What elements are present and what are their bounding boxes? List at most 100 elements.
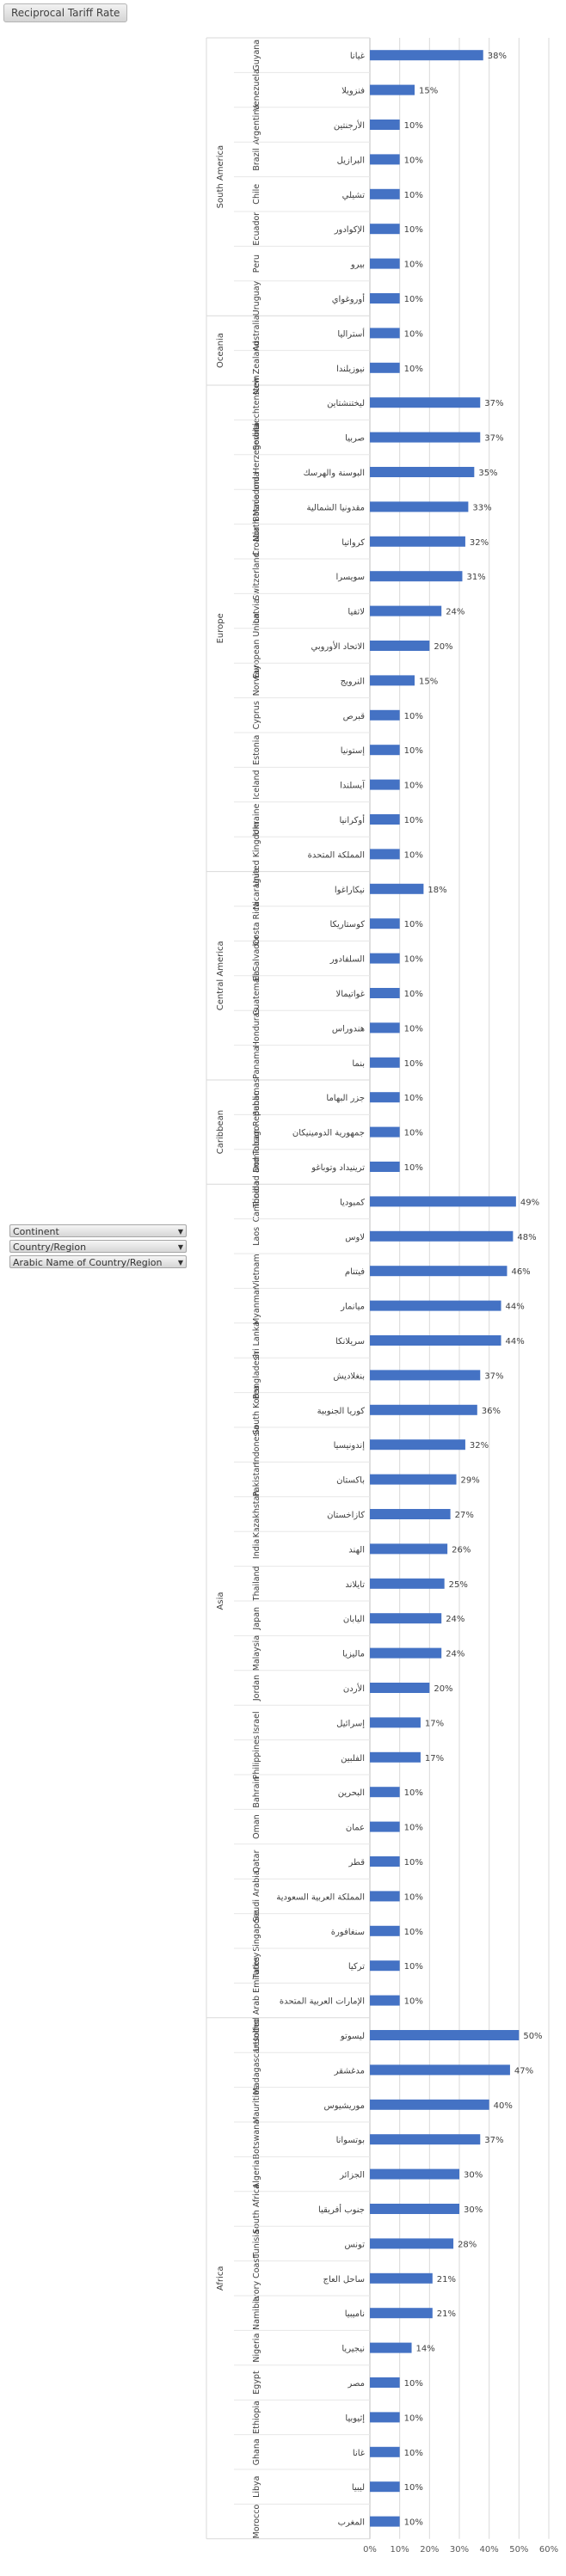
dropdown-arrow-icon[interactable]: ▼ bbox=[177, 1228, 183, 1236]
bar bbox=[370, 571, 463, 582]
arabic-name-label: المملكة المتحدة bbox=[308, 850, 365, 860]
arabic-name-label: الهند bbox=[348, 1545, 365, 1555]
arabic-name-field-button[interactable]: Arabic Name of Country/Region ▼ bbox=[9, 1255, 187, 1268]
arabic-name-label: كمبوديا bbox=[340, 1198, 365, 1207]
country-label: Lesotho bbox=[252, 2019, 261, 2051]
country-label: Kazakhstan bbox=[252, 1491, 261, 1538]
bar bbox=[370, 709, 400, 721]
bar bbox=[370, 1266, 508, 1277]
arabic-name-label: البوسنة والهرسك bbox=[303, 469, 365, 478]
country-label: Morocco bbox=[252, 2505, 261, 2539]
country-label: Serbia bbox=[252, 424, 261, 450]
arabic-name-label: فيتنام bbox=[345, 1267, 365, 1277]
country-label: Uruguay bbox=[252, 280, 261, 316]
bar bbox=[370, 1925, 400, 1936]
bar bbox=[370, 2446, 400, 2457]
arabic-name-label: تونس bbox=[345, 2240, 366, 2249]
data-label: 10% bbox=[404, 2518, 423, 2528]
data-label: 10% bbox=[404, 1962, 423, 1972]
country-label: Egypt bbox=[252, 2371, 261, 2395]
data-label: 10% bbox=[404, 920, 423, 929]
data-label: 20% bbox=[434, 642, 452, 652]
arabic-name-label: مصر bbox=[347, 2379, 365, 2389]
bar bbox=[370, 467, 475, 477]
arabic-name-label: لاتفيا bbox=[348, 608, 365, 617]
bar bbox=[370, 2204, 459, 2214]
bar bbox=[370, 1891, 400, 1902]
country-label: Madagascar bbox=[252, 2045, 261, 2095]
data-label: 48% bbox=[517, 1233, 536, 1242]
arabic-name-label: هندوراس bbox=[332, 1024, 365, 1033]
country-label: India bbox=[252, 1539, 261, 1559]
arabic-name-label: ساحل العاج bbox=[323, 2275, 365, 2285]
country-label: Liechtenstein bbox=[252, 375, 261, 430]
country-label: New Zealand bbox=[252, 341, 261, 395]
bar bbox=[370, 1404, 477, 1415]
bar bbox=[370, 641, 430, 651]
country-label: Thailand bbox=[252, 1566, 261, 1602]
bar bbox=[370, 2168, 459, 2180]
bar bbox=[370, 1856, 400, 1867]
continent-field-button[interactable]: Continent ▼ bbox=[9, 1224, 187, 1237]
bar bbox=[370, 1787, 400, 1798]
data-label: 25% bbox=[449, 1580, 468, 1590]
dropdown-arrow-icon[interactable]: ▼ bbox=[177, 1259, 183, 1267]
data-label: 15% bbox=[419, 677, 438, 686]
data-label: 40% bbox=[494, 2101, 513, 2111]
country-label: Indonesia bbox=[252, 1425, 261, 1464]
country-field-label: Country/Region bbox=[13, 1242, 87, 1253]
data-label: 10% bbox=[404, 2449, 423, 2458]
bar bbox=[370, 397, 481, 408]
arabic-name-label: سنغافورة bbox=[331, 1928, 365, 1937]
dropdown-arrow-icon[interactable]: ▼ bbox=[177, 1243, 183, 1251]
data-label: 10% bbox=[404, 1892, 423, 1902]
arabic-name-label: إثيوبيا bbox=[345, 2413, 365, 2423]
chart-title-button[interactable]: Reciprocal Tariff Rate bbox=[3, 3, 128, 22]
data-label: 31% bbox=[466, 573, 485, 582]
data-label: 14% bbox=[416, 2345, 435, 2354]
bar bbox=[370, 1162, 400, 1172]
data-label: 10% bbox=[404, 329, 423, 339]
data-label: 10% bbox=[404, 1788, 423, 1798]
bar bbox=[370, 883, 424, 894]
data-label: 10% bbox=[404, 261, 423, 270]
bar bbox=[370, 1613, 442, 1624]
country-label: Nicaragua bbox=[252, 868, 261, 910]
arabic-name-label: كوريا الجنوبية bbox=[317, 1407, 366, 1416]
country-label: Bosnia and Herzegovina bbox=[252, 422, 261, 521]
country-label: Ivory Coast bbox=[252, 2255, 261, 2302]
data-label: 24% bbox=[446, 608, 464, 617]
arabic-name-label: تايلاند bbox=[345, 1580, 365, 1590]
country-label: Botswana bbox=[252, 2119, 261, 2159]
arabic-name-label: ليسوتو bbox=[340, 2032, 365, 2041]
continent-field-label: Continent bbox=[13, 1226, 59, 1237]
arabic-name-label: أوكرانيا bbox=[339, 814, 365, 825]
country-label: Turkey bbox=[252, 1952, 261, 1979]
country-label: South Africa bbox=[252, 2184, 261, 2234]
arabic-name-label: الاتحاد الأوروبي bbox=[311, 641, 366, 652]
arabic-name-label: غيانا bbox=[350, 52, 365, 61]
arabic-name-label: سريلانكا bbox=[335, 1337, 365, 1346]
arabic-name-label: أوروغواي bbox=[332, 293, 365, 304]
arabic-name-label: بيرو bbox=[350, 261, 365, 270]
arabic-name-label: بوتسوانا bbox=[336, 2136, 365, 2145]
data-label: 21% bbox=[437, 2275, 456, 2285]
arabic-name-label: الفلبين bbox=[341, 1754, 365, 1763]
country-label: Pakistan bbox=[252, 1463, 261, 1497]
country-label: Algeria bbox=[252, 2160, 261, 2188]
bar bbox=[370, 1717, 421, 1728]
country-field-button[interactable]: Country/Region ▼ bbox=[9, 1240, 187, 1253]
data-label: 10% bbox=[404, 1094, 423, 1103]
arabic-name-label: ماليزيا bbox=[342, 1650, 365, 1659]
bar bbox=[370, 1439, 465, 1451]
arabic-name-field-label: Arabic Name of Country/Region bbox=[13, 1257, 163, 1268]
data-label: 17% bbox=[425, 1754, 444, 1763]
data-label: 10% bbox=[404, 782, 423, 791]
arabic-name-label: موريشيوس bbox=[324, 2101, 365, 2111]
country-label: European Union bbox=[252, 613, 261, 678]
arabic-name-label: السلفادور bbox=[329, 955, 365, 965]
data-label: 10% bbox=[404, 156, 423, 165]
country-label: Guatemala bbox=[252, 971, 261, 1015]
data-label: 10% bbox=[404, 121, 423, 131]
